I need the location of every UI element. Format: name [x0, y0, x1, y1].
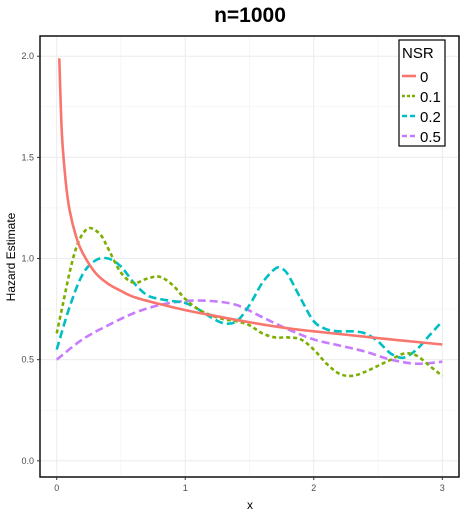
legend-items: 0 0.1 0.2 0.5: [402, 69, 441, 146]
legend-label: 0.2: [420, 109, 441, 126]
x-tick-label: 0: [54, 483, 59, 493]
minor-gridlines: [40, 36, 459, 477]
series-line-nsr-0-2: [55, 256, 444, 360]
y-axis-title: Hazard Estimate: [4, 212, 18, 301]
y-tick-label: 1.5: [21, 152, 34, 162]
legend-item-0-1: 0.1: [402, 89, 441, 106]
series-line-nsr-0-1: [55, 226, 444, 378]
x-tick-label: 2: [311, 483, 316, 493]
legend-item-0-2: 0.2: [402, 109, 441, 126]
x-tick-label: 3: [440, 483, 445, 493]
legend-label: 0.5: [420, 129, 441, 146]
y-tick-label: 0.0: [21, 456, 34, 466]
y-axis: 0.0 0.5 1.0 1.5 2.0: [21, 51, 40, 466]
legend-label: 0: [420, 69, 428, 86]
legend-title: NSR: [402, 45, 434, 62]
legend-label: 0.1: [420, 89, 441, 106]
series-layer: [55, 58, 444, 378]
legend-box: [398, 39, 446, 147]
legend-item-0-5: 0.5: [402, 129, 441, 146]
plot-panel-border: [39, 35, 460, 478]
legend: NSR 0 0.1 0.2 0.5: [398, 39, 446, 147]
y-tick-label: 0.5: [21, 355, 34, 365]
x-axis: 0 1 2 3: [54, 477, 445, 493]
y-tick-label: 2.0: [21, 51, 34, 61]
chart-title: n=1000: [214, 4, 286, 27]
x-axis-title: x: [247, 498, 253, 512]
series-line-nsr-0-5: [55, 299, 443, 366]
major-gridlines: [40, 36, 459, 477]
series-line-nsr-0: [57, 58, 443, 346]
x-tick-label: 1: [183, 483, 188, 493]
legend-item-0: 0: [402, 69, 428, 86]
y-tick-label: 1.0: [21, 254, 34, 264]
